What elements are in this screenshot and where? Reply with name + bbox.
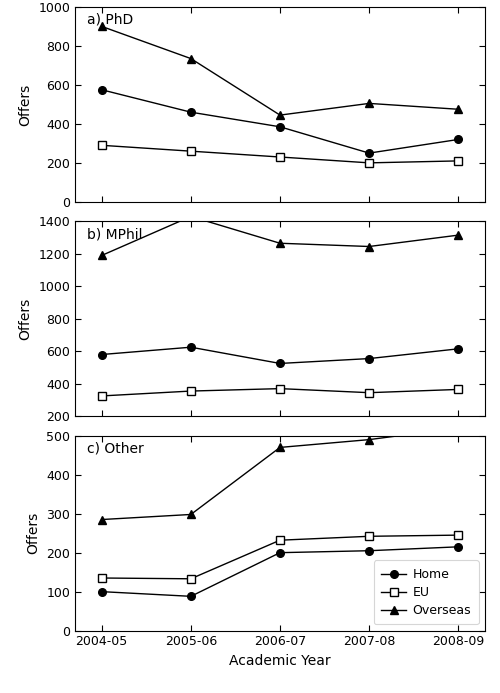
Legend: Home, EU, Overseas: Home, EU, Overseas [374,561,479,624]
EU [366,159,372,167]
X-axis label: Academic Year: Academic Year [229,654,331,668]
EU [366,389,372,397]
Home [456,135,462,143]
Text: c) Other: c) Other [88,441,144,455]
Home [456,543,462,551]
EU [98,574,104,582]
Overseas [188,55,194,63]
Text: b) MPhil: b) MPhil [88,227,143,241]
EU [98,392,104,400]
Line: Home: Home [98,86,462,157]
Overseas [188,212,194,220]
Line: EU: EU [98,532,462,583]
Overseas [366,435,372,444]
Home [277,123,283,131]
Home [456,344,462,353]
Line: EU: EU [98,141,462,167]
EU [277,385,283,393]
Overseas [188,510,194,518]
EU [188,574,194,583]
EU [456,385,462,394]
EU [366,532,372,541]
Y-axis label: Offers: Offers [18,298,32,340]
EU [277,536,283,544]
Line: Home: Home [98,344,462,367]
Overseas [98,22,104,30]
Overseas [456,105,462,114]
Overseas [456,231,462,239]
Y-axis label: Offers: Offers [18,83,32,125]
Line: Overseas: Overseas [98,213,462,259]
Overseas [277,444,283,452]
EU [277,153,283,161]
Home [366,547,372,555]
EU [98,141,104,150]
Line: EU: EU [98,385,462,400]
EU [188,147,194,155]
Overseas [456,423,462,432]
EU [456,157,462,165]
Home [366,149,372,157]
Home [277,548,283,556]
Home [188,343,194,351]
Home [98,351,104,359]
Home [98,588,104,596]
Text: a) PhD: a) PhD [88,12,134,27]
Overseas [277,239,283,247]
Home [188,592,194,600]
Overseas [277,111,283,119]
Home [98,86,104,94]
Home [277,359,283,367]
EU [456,531,462,539]
Y-axis label: Offers: Offers [26,512,40,554]
Home [366,354,372,362]
Line: Home: Home [98,543,462,600]
Overseas [98,516,104,524]
EU [188,387,194,395]
Overseas [366,243,372,251]
Line: Overseas: Overseas [98,23,462,119]
Overseas [98,252,104,260]
Overseas [366,99,372,107]
Line: Overseas: Overseas [98,424,462,523]
Home [188,108,194,116]
